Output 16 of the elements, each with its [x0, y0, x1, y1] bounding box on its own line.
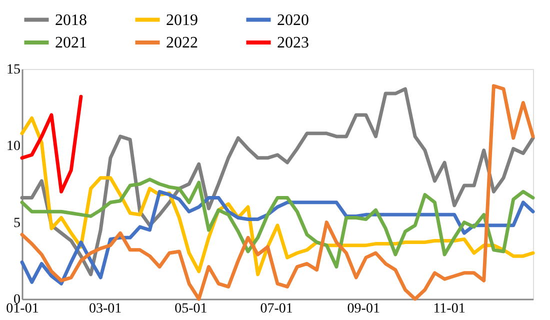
legend-label: 2022 — [166, 34, 198, 52]
y-tick-label: 5 — [14, 216, 20, 231]
x-tick-label: 03-01 — [88, 302, 122, 316]
y-tick-label: 15 — [6, 62, 20, 78]
line-series — [20, 178, 535, 269]
line-series — [20, 94, 83, 194]
x-tick-label: 11-01 — [433, 302, 466, 316]
y-tick-label: 10 — [6, 139, 20, 154]
legend-label: 2018 — [55, 12, 87, 29]
x-tick-label: 09-01 — [347, 302, 380, 316]
x-tick-label: 07-01 — [260, 302, 293, 316]
legend-label: 2019 — [166, 12, 198, 29]
legend-label: 2021 — [55, 34, 87, 52]
legend-label: 2023 — [277, 34, 309, 52]
legend-label: 2020 — [277, 12, 309, 29]
x-tick-label: 05-01 — [174, 302, 208, 316]
